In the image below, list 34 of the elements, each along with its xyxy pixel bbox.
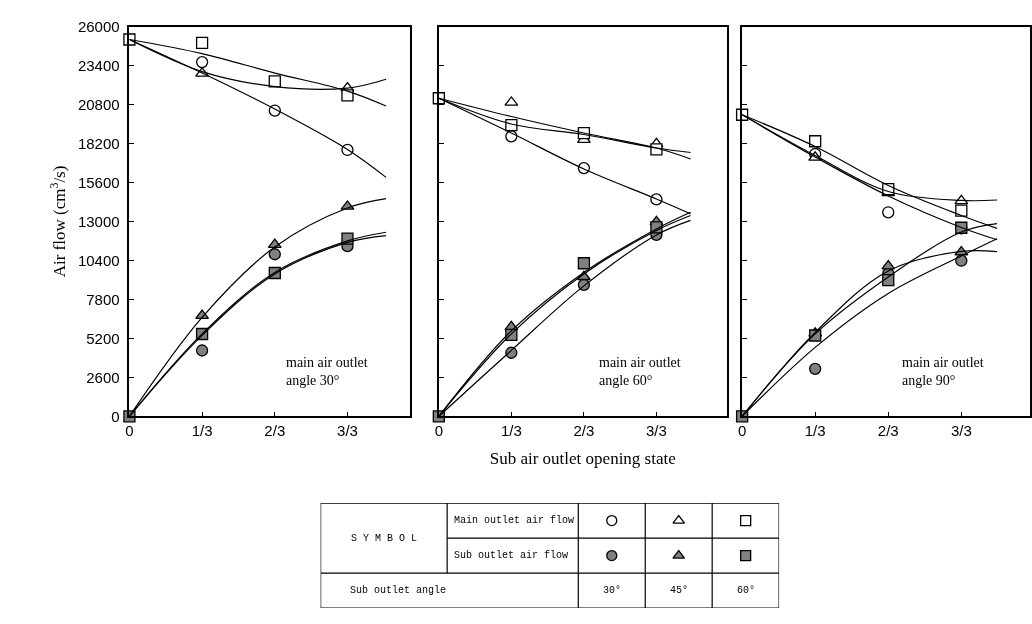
y-tick-label: 13000 xyxy=(77,212,120,230)
text: 45° xyxy=(670,585,689,596)
x-tick-label: 3/3 xyxy=(950,422,972,440)
x-tick-label: 0 xyxy=(737,422,747,440)
y-tick-label: 0 xyxy=(111,407,120,425)
x-tick-label: 3/3 xyxy=(337,422,358,440)
text: 30° xyxy=(603,585,622,596)
x-tick-label: 3/3 xyxy=(645,422,667,440)
y-tick-label: 2600 xyxy=(86,368,120,386)
annotation: main air outlet angle 60° xyxy=(599,355,681,389)
x-tick-label: 1/3 xyxy=(804,422,826,440)
y-tick-label: 5200 xyxy=(86,329,120,347)
text: S Y M B O L xyxy=(351,533,418,544)
y-tick-label: 10400 xyxy=(77,251,120,269)
y-tick-label: 7800 xyxy=(86,290,120,308)
y-tick-label: 18200 xyxy=(77,134,120,152)
y-tick-label: 23400 xyxy=(77,56,120,74)
x-tick-label: 2/3 xyxy=(877,422,899,440)
annotation: main air outlet angle 90° xyxy=(902,355,984,389)
y-tick-label: 20800 xyxy=(77,95,120,113)
y-tick-label: 26000 xyxy=(77,17,120,35)
y-tick-label: 15600 xyxy=(77,173,120,191)
text: Main outlet air flow xyxy=(454,515,575,526)
x-tick-label: 0 xyxy=(434,422,444,440)
annotation: main air outlet angle 30° xyxy=(286,355,368,389)
text: Sub outlet air flow xyxy=(454,550,569,561)
text: 60° xyxy=(737,585,756,596)
x-axis-title: Sub air outlet opening state xyxy=(489,448,676,468)
x-tick-label: 1/3 xyxy=(191,422,213,440)
x-tick-label: 1/3 xyxy=(500,422,522,440)
x-tick-label: 0 xyxy=(125,422,134,440)
text: Sub outlet angle xyxy=(350,585,447,596)
x-tick-label: 2/3 xyxy=(264,422,286,440)
x-tick-label: 2/3 xyxy=(573,422,595,440)
